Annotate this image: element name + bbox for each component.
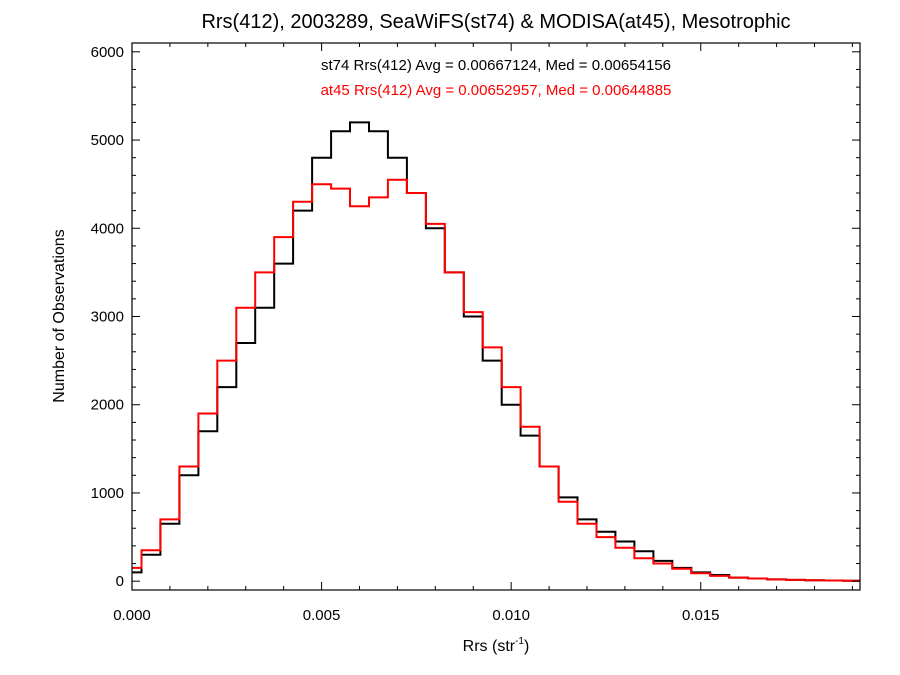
series-layer <box>132 121 860 582</box>
x-axis-label-superscript: -1 <box>515 636 524 647</box>
x-axis-label-suffix: ) <box>524 638 529 655</box>
y-tick-label: 4000 <box>91 220 124 237</box>
x-axis-label-main: Rrs (str <box>463 638 516 655</box>
x-axis-label: Rrs (str-1) <box>463 636 530 655</box>
x-tick-label: 0.010 <box>492 607 530 624</box>
x-axis: 0.000 0.005 0.010 0.015 <box>113 43 853 624</box>
x-tick-label: 0.000 <box>113 607 151 624</box>
x-tick-label: 0.015 <box>682 607 720 624</box>
y-tick-label: 2000 <box>91 397 124 414</box>
plot-frame <box>131 42 861 591</box>
y-tick-label: 5000 <box>91 132 124 149</box>
y-tick-label: 3000 <box>91 309 124 326</box>
chart-title: Rrs(412), 2003289, SeaWiFS(st74) & MODIS… <box>201 11 790 33</box>
y-axis: 0 1000 2000 3000 4000 5000 6000 <box>91 44 860 590</box>
annotation-st74-stats: st74 Rrs(412) Avg = 0.00667124, Med = 0.… <box>321 57 671 74</box>
y-tick-label: 6000 <box>91 44 124 61</box>
x-tick-label: 0.005 <box>303 607 341 624</box>
annotation-at45-stats: at45 Rrs(412) Avg = 0.00652957, Med = 0.… <box>321 82 672 99</box>
series-line-st74 <box>132 121 860 582</box>
y-tick-label: 0 <box>116 573 124 590</box>
series-line-at45 <box>132 178 860 582</box>
y-tick-label: 1000 <box>91 485 124 502</box>
y-axis-label: Number of Observations <box>51 229 68 402</box>
